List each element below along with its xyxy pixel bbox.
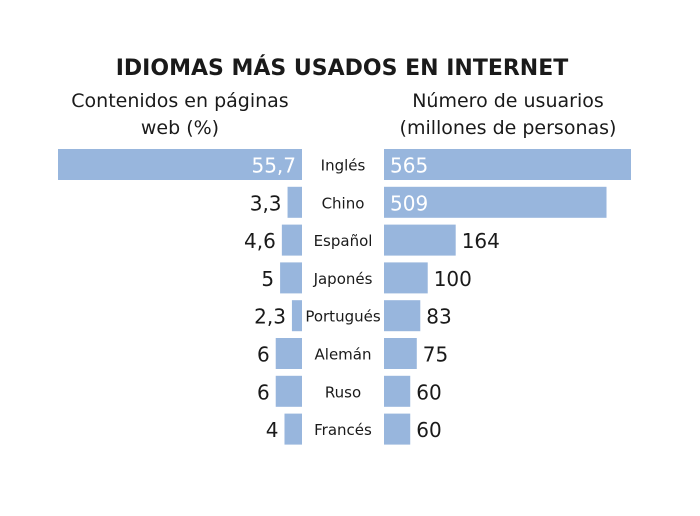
data-label-left: 4,6	[244, 229, 276, 253]
data-label-left: 3,3	[250, 191, 282, 215]
data-label-right: 509	[390, 191, 428, 215]
bar-right	[384, 186, 607, 218]
bar-left	[287, 186, 302, 218]
data-label-left: 2,3	[254, 305, 286, 329]
category-label: Chino	[322, 194, 365, 212]
data-label-right: 75	[423, 343, 448, 367]
bar-right	[384, 300, 421, 332]
data-label-right: 60	[416, 380, 441, 404]
bar-right	[384, 149, 631, 180]
left-series-title-line1: Contenidos en páginas	[71, 90, 288, 112]
category-label: Ruso	[325, 383, 361, 401]
data-label-left: 5	[261, 267, 274, 291]
left-series-title-line2: web (%)	[141, 117, 219, 139]
chart-title: IDIOMAS MÁS USADOS EN INTERNET	[116, 55, 569, 81]
bar-right	[384, 413, 411, 445]
category-label: Inglés	[321, 157, 366, 175]
bar-left	[284, 413, 302, 445]
bar-left	[291, 300, 302, 332]
bar-left	[275, 375, 302, 407]
bar-left	[280, 262, 302, 294]
data-label-right: 100	[434, 267, 472, 291]
data-label-right: 164	[462, 229, 500, 253]
category-label: Portugués	[305, 308, 381, 326]
data-label-right: 60	[416, 418, 441, 442]
bar-left	[58, 149, 302, 180]
category-label: Alemán	[315, 346, 372, 364]
category-label: Español	[314, 232, 373, 250]
category-label: Francés	[314, 421, 372, 439]
data-label-right: 565	[390, 154, 428, 178]
bar-left	[281, 224, 302, 256]
right-series-title-line1: Número de usuarios	[412, 90, 604, 112]
data-label-left: 6	[257, 343, 270, 367]
bar-right	[384, 262, 428, 294]
bar-right	[384, 224, 456, 256]
bar-right	[384, 338, 417, 369]
category-label: Japonés	[313, 270, 373, 288]
data-label-right: 83	[426, 305, 451, 329]
data-label-left: 6	[257, 380, 270, 404]
data-label-left: 55,7	[251, 154, 296, 178]
right-series-title-line2: (millones de personas)	[400, 117, 617, 139]
bar-right	[384, 375, 411, 407]
data-label-left: 4	[266, 418, 279, 442]
bar-left	[275, 338, 302, 369]
